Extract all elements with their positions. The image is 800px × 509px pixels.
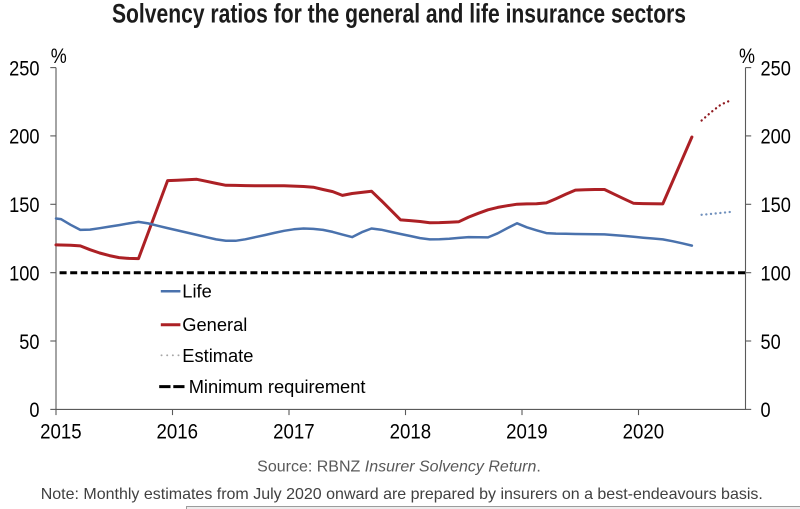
- svg-text:Minimum requirement: Minimum requirement: [189, 376, 366, 397]
- svg-text:2019: 2019: [506, 420, 548, 444]
- svg-text:2018: 2018: [390, 420, 432, 444]
- svg-text:Source: RBNZ Insurer Solvency: Source: RBNZ Insurer Solvency Return.: [257, 459, 541, 476]
- svg-text:2016: 2016: [157, 420, 199, 444]
- svg-text:2015: 2015: [40, 420, 82, 444]
- svg-text:Life: Life: [182, 281, 211, 302]
- svg-text:Solvency ratios for the genera: Solvency ratios for the general and life…: [112, 0, 686, 29]
- svg-text:%: %: [739, 44, 755, 68]
- svg-text:200: 200: [9, 125, 39, 149]
- svg-text:150: 150: [761, 193, 791, 217]
- svg-text:Estimate: Estimate: [182, 345, 253, 366]
- svg-text:2017: 2017: [273, 420, 315, 444]
- svg-text:100: 100: [9, 262, 39, 286]
- svg-text:150: 150: [9, 193, 39, 217]
- svg-text:%: %: [51, 44, 67, 68]
- svg-text:100: 100: [761, 262, 791, 286]
- svg-text:50: 50: [761, 330, 781, 354]
- svg-text:2020: 2020: [623, 420, 665, 444]
- svg-text:200: 200: [761, 125, 791, 149]
- svg-text:0: 0: [761, 398, 771, 422]
- svg-text:250: 250: [9, 56, 39, 80]
- svg-text:General: General: [182, 314, 247, 335]
- svg-text:0: 0: [29, 398, 39, 422]
- svg-text:250: 250: [761, 56, 791, 80]
- svg-text:50: 50: [19, 330, 39, 354]
- svg-text:Note: Monthly estimates from J: Note: Monthly estimates from July 2020 o…: [41, 486, 763, 503]
